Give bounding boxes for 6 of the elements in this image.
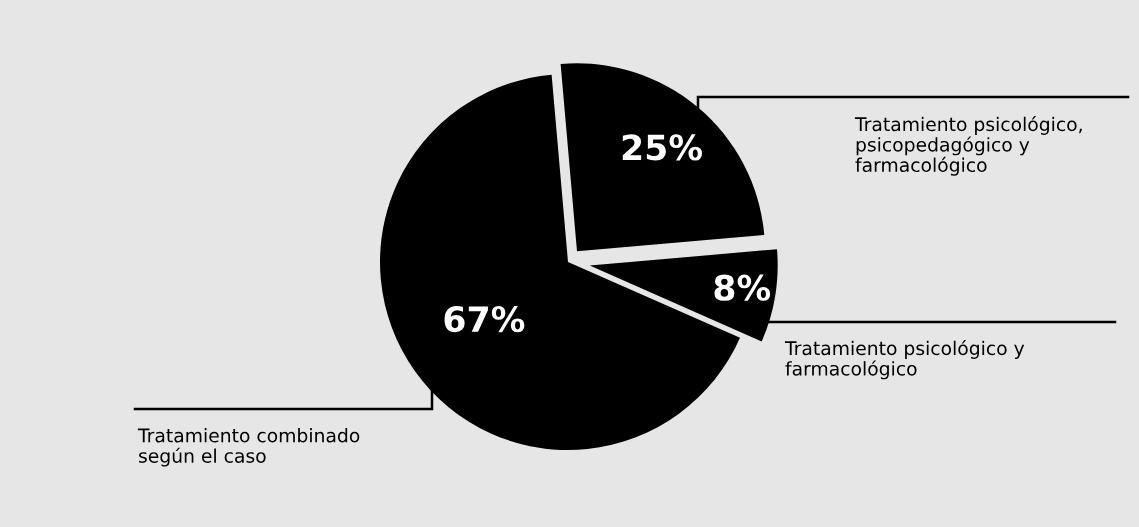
slice-label: Tratamiento psicológico y farmacológico	[784, 340, 1025, 380]
slice-label: Tratamiento psicológico, psicopedagógico y farmacológico	[854, 116, 1082, 176]
data-label: 8%	[714, 274, 771, 301]
data-label: 67%	[444, 306, 525, 333]
slice-label: Tratamiento combinado según el caso	[137, 428, 360, 467]
data-label: 25%	[622, 134, 703, 161]
